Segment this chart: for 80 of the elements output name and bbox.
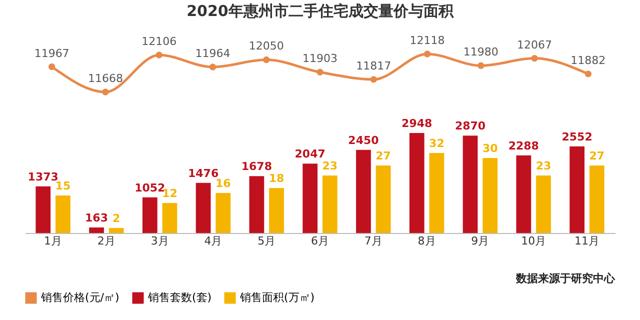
bar [462, 136, 478, 233]
bar [516, 155, 532, 233]
bar [376, 166, 391, 233]
data-label: 11817 [356, 59, 392, 72]
data-label: 2 [112, 212, 120, 225]
data-label: 11964 [195, 47, 230, 60]
data-label: 23 [536, 160, 552, 172]
data-label: 15 [55, 180, 71, 192]
bar [216, 193, 231, 233]
point [584, 70, 592, 78]
data-label: 11903 [302, 52, 338, 66]
x-tick-label: 4月 [204, 234, 222, 248]
x-tick-label: 1月 [44, 234, 62, 248]
data-label: 12050 [248, 40, 284, 53]
point [209, 64, 216, 70]
x-tick-label: 5月 [258, 234, 276, 248]
x-tick-label: 11月 [574, 234, 600, 248]
data-label: 1476 [188, 166, 219, 180]
data-label: 12067 [517, 38, 552, 52]
data-label: 163 [85, 211, 108, 224]
x-tick-label: 3月 [150, 234, 169, 248]
x-tick-label: 10月 [521, 234, 546, 248]
bar [356, 150, 371, 233]
data-label: 16 [215, 177, 232, 190]
data-label: 12118 [410, 34, 445, 47]
data-label: 11980 [463, 46, 498, 59]
point [48, 63, 56, 70]
data-label: 32 [429, 137, 444, 150]
legend-label: 销售面积(万㎡) [239, 291, 315, 304]
chart-title: 2020年惠州市二手住宅成交量价与面积 [186, 2, 454, 20]
text: 数据来源于研究中心 [515, 272, 616, 285]
data-label: 11668 [88, 72, 123, 85]
data-label: 1678 [241, 160, 272, 174]
data-label: 11882 [570, 54, 606, 67]
point [156, 52, 162, 58]
x-tick-label: 9月 [471, 234, 490, 248]
bar [429, 153, 444, 233]
bar [570, 146, 584, 233]
point [263, 56, 270, 64]
data-label: 2047 [294, 148, 326, 161]
data-label: 30 [482, 142, 498, 155]
point [370, 76, 377, 83]
data-label: 12106 [142, 35, 177, 48]
data-label: 2450 [348, 134, 380, 147]
bar [108, 228, 124, 233]
x-tick-label: 7月 [364, 234, 382, 248]
bar [302, 164, 318, 233]
data-label: 2870 [454, 120, 486, 133]
data-label: 2948 [402, 117, 432, 130]
x-tick-label: 8月 [418, 234, 436, 248]
data-label: 2288 [508, 139, 539, 152]
point [478, 62, 484, 69]
x-tick-label: 6月 [311, 234, 329, 248]
bar [249, 176, 264, 233]
bar [536, 176, 551, 233]
data-label: 11967 [34, 46, 70, 60]
point [424, 50, 431, 58]
bar [142, 197, 158, 233]
bar [89, 227, 104, 233]
x-tick-label: 2月 [97, 234, 116, 248]
legend-label: 销售价格(元/㎡) [40, 291, 120, 304]
data-label: 27 [589, 150, 605, 162]
point [316, 68, 324, 76]
data-label: 2552 [562, 130, 592, 144]
point [102, 88, 109, 96]
data-label: 18 [268, 172, 284, 185]
data-label: 23 [322, 160, 338, 172]
bar [482, 158, 498, 233]
bar [589, 166, 604, 233]
data-label: 27 [376, 150, 391, 162]
bar [162, 203, 178, 233]
bar [322, 176, 338, 233]
bar [269, 188, 284, 233]
data-label: 1052 [134, 181, 166, 194]
bar [409, 133, 424, 233]
bar [56, 196, 70, 233]
point [531, 54, 538, 62]
bar [196, 182, 211, 233]
legend-label: 销售套数(套) [147, 291, 212, 304]
bar [36, 186, 51, 233]
